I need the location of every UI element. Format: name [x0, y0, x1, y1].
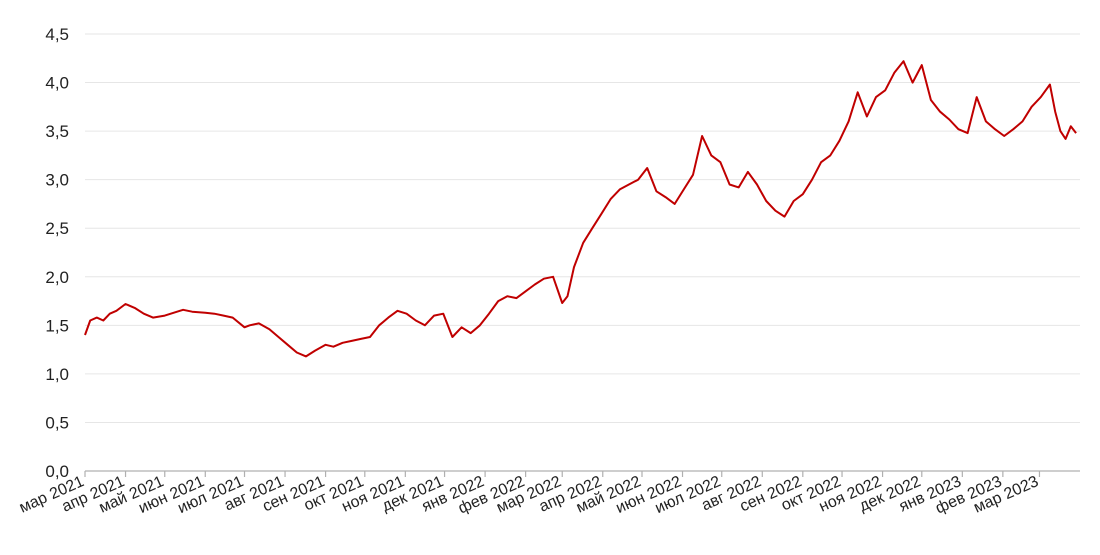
y-tick-label: 1,5 — [45, 316, 69, 335]
y-tick-label: 2,5 — [45, 219, 69, 238]
y-tick-label: 2,0 — [45, 268, 69, 287]
y-tick-label: 0,0 — [45, 462, 69, 481]
y-tick-label: 3,0 — [45, 171, 69, 190]
series — [84, 60, 1077, 358]
y-tick-label: 3,5 — [45, 122, 69, 141]
y-tick-label: 1,0 — [45, 365, 69, 384]
axes — [84, 470, 1080, 477]
y-tick-labels: 0,0 0,5 1,0 1,5 2,0 2,5 3,0 3,5 4,0 4,5 — [45, 25, 69, 481]
gridlines — [85, 33, 1080, 423]
series-line — [84, 60, 1077, 358]
y-tick-label: 4,0 — [45, 74, 69, 93]
y-tick-label: 4,5 — [45, 25, 69, 44]
y-tick-label: 0,5 — [45, 413, 69, 432]
